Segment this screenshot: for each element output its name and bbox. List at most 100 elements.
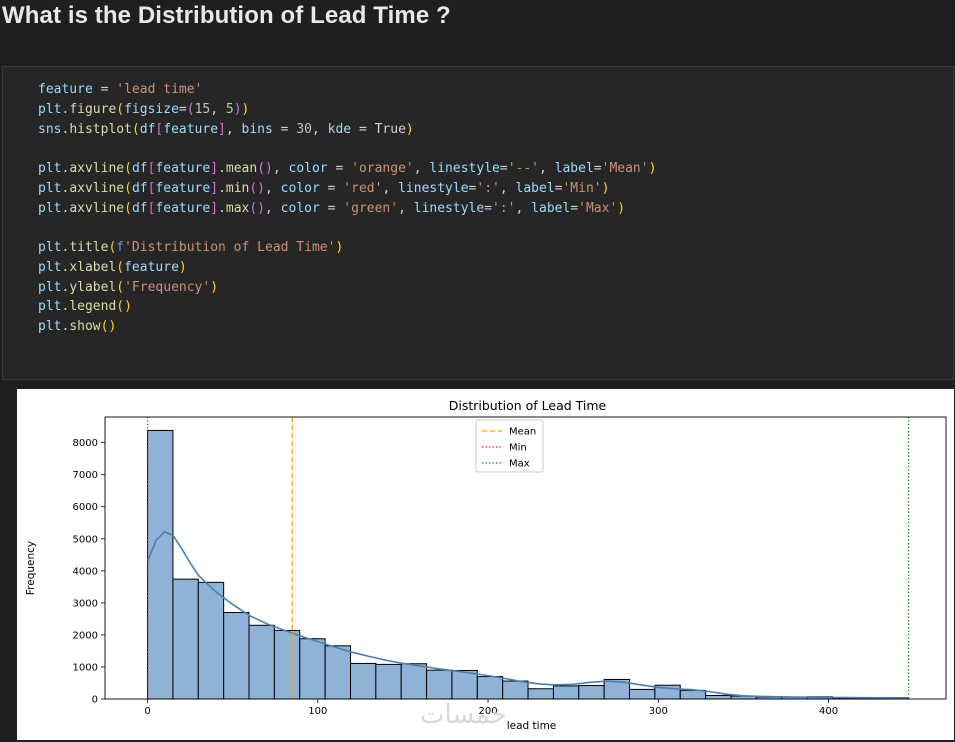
histogram-bar — [578, 685, 605, 700]
code-token: plt — [38, 279, 62, 295]
chart-title: Distribution of Lead Time — [449, 398, 607, 413]
code-token: . — [61, 161, 70, 176]
code-token: 'orange' — [351, 161, 414, 176]
code-token: color — [280, 180, 328, 196]
code-token: 'red' — [343, 180, 383, 196]
code-token: [ — [155, 121, 164, 137]
code-token: , — [225, 121, 242, 137]
code-token: = — [570, 200, 579, 216]
legend-label-max: Max — [509, 459, 530, 470]
kde-line — [146, 530, 909, 699]
code-token: . — [61, 101, 70, 117]
code-token: = — [327, 200, 344, 216]
code-token: , — [539, 161, 555, 176]
code-token: 5 — [225, 101, 234, 117]
watermark: خمسات — [420, 700, 507, 730]
code-token: color — [280, 200, 328, 216]
y-tick-label: 6000 — [73, 502, 98, 513]
code-line: plt.legend() — [38, 297, 656, 317]
y-tick-label: 0 — [92, 695, 98, 706]
code-token: , — [398, 200, 414, 216]
code-token: ) — [178, 259, 187, 275]
histogram-bar — [527, 688, 554, 700]
code-token: ) — [210, 279, 219, 295]
y-axis-label: Frequency — [25, 541, 37, 595]
code-token: , — [515, 200, 532, 216]
code-token: ( — [124, 180, 132, 196]
code-token: . — [61, 299, 70, 315]
code-token: xlabel — [69, 259, 117, 275]
code-token: df — [139, 121, 156, 137]
plot-output: 0 100 200 300 400 0 1000 2000 3000 4000 5000 6000 70… — [17, 389, 954, 740]
code-token: ( — [116, 279, 125, 295]
code-token: feature — [155, 180, 211, 196]
code-token: linestyle — [429, 161, 500, 176]
code-token: . — [218, 200, 226, 216]
code-token: label — [531, 200, 571, 216]
y-tick-label: 1000 — [73, 662, 98, 673]
legend-label-mean: Mean — [509, 427, 536, 438]
code-token: ( — [116, 101, 125, 117]
code-token: df — [131, 161, 148, 176]
code-token: . — [218, 180, 226, 196]
code-token: ) — [648, 161, 657, 176]
histogram-bar — [476, 676, 504, 700]
code-token: ) — [233, 101, 242, 117]
code-token: ':' — [492, 200, 516, 216]
code-token: feature — [163, 121, 219, 137]
code-line: plt.ylabel('Frequency') — [38, 278, 656, 298]
code-token: = — [327, 180, 344, 196]
code-line: plt.axvline(df[feature].mean(), color = … — [38, 159, 656, 179]
code-token: [ — [147, 161, 156, 176]
code-token: axvline — [69, 161, 125, 176]
code-cell[interactable]: feature = 'lead time' plt.figure(figsize=… — [2, 66, 954, 380]
histogram-bar — [426, 669, 453, 700]
code-token: , — [265, 180, 281, 196]
code-token: = — [468, 180, 477, 196]
code-line: sns.histplot(df[feature], bins = 30, kde… — [38, 120, 656, 140]
code-token: title — [69, 240, 109, 255]
code-token: ( — [108, 240, 117, 255]
code-token: , — [499, 180, 516, 196]
code-line: plt.xlabel(feature) — [38, 258, 656, 278]
code-token: . — [61, 200, 70, 216]
code-token: plt — [38, 161, 62, 176]
code-token: figsize — [124, 101, 179, 117]
code-token: ] — [210, 200, 219, 216]
axes-frame — [104, 416, 947, 700]
y-tick-label: 5000 — [73, 534, 98, 545]
code-token: df — [131, 180, 148, 196]
code-token: linestyle — [398, 180, 469, 196]
histogram-bar — [147, 429, 174, 700]
code-token: ':' — [476, 180, 500, 196]
y-tick-label: 2000 — [73, 630, 98, 641]
code-token: max — [225, 200, 250, 216]
code-token: , — [265, 200, 281, 216]
histogram-bar — [197, 581, 225, 700]
code-token: [ — [147, 180, 156, 196]
code-token: plt — [38, 240, 62, 255]
histogram-bar — [679, 689, 707, 700]
code-token: , — [413, 161, 430, 176]
code-token: , — [210, 101, 226, 117]
code-token: '--' — [507, 161, 539, 176]
code-token: kde — [327, 121, 359, 137]
code-token: plt — [38, 319, 62, 334]
x-tick-label: 100 — [308, 706, 327, 717]
code-token: = — [554, 180, 563, 196]
code-token: ( — [131, 121, 140, 137]
code-token: = — [593, 161, 602, 176]
code-token: axvline — [69, 200, 125, 216]
y-tick-label: 8000 — [73, 438, 98, 449]
code-editor[interactable]: feature = 'lead time' plt.figure(figsize=… — [38, 80, 656, 337]
code-token: () — [100, 319, 117, 334]
histogram-bar — [324, 645, 351, 700]
histogram-bar — [273, 629, 301, 700]
code-token: mean — [225, 161, 258, 176]
histogram-bar — [349, 662, 377, 700]
histogram-bar — [172, 578, 199, 700]
code-token: plt — [38, 101, 62, 117]
code-token: . — [61, 279, 70, 295]
histogram-bar — [299, 638, 326, 700]
section-heading: What is the Distribution of Lead Time ? — [2, 2, 451, 29]
